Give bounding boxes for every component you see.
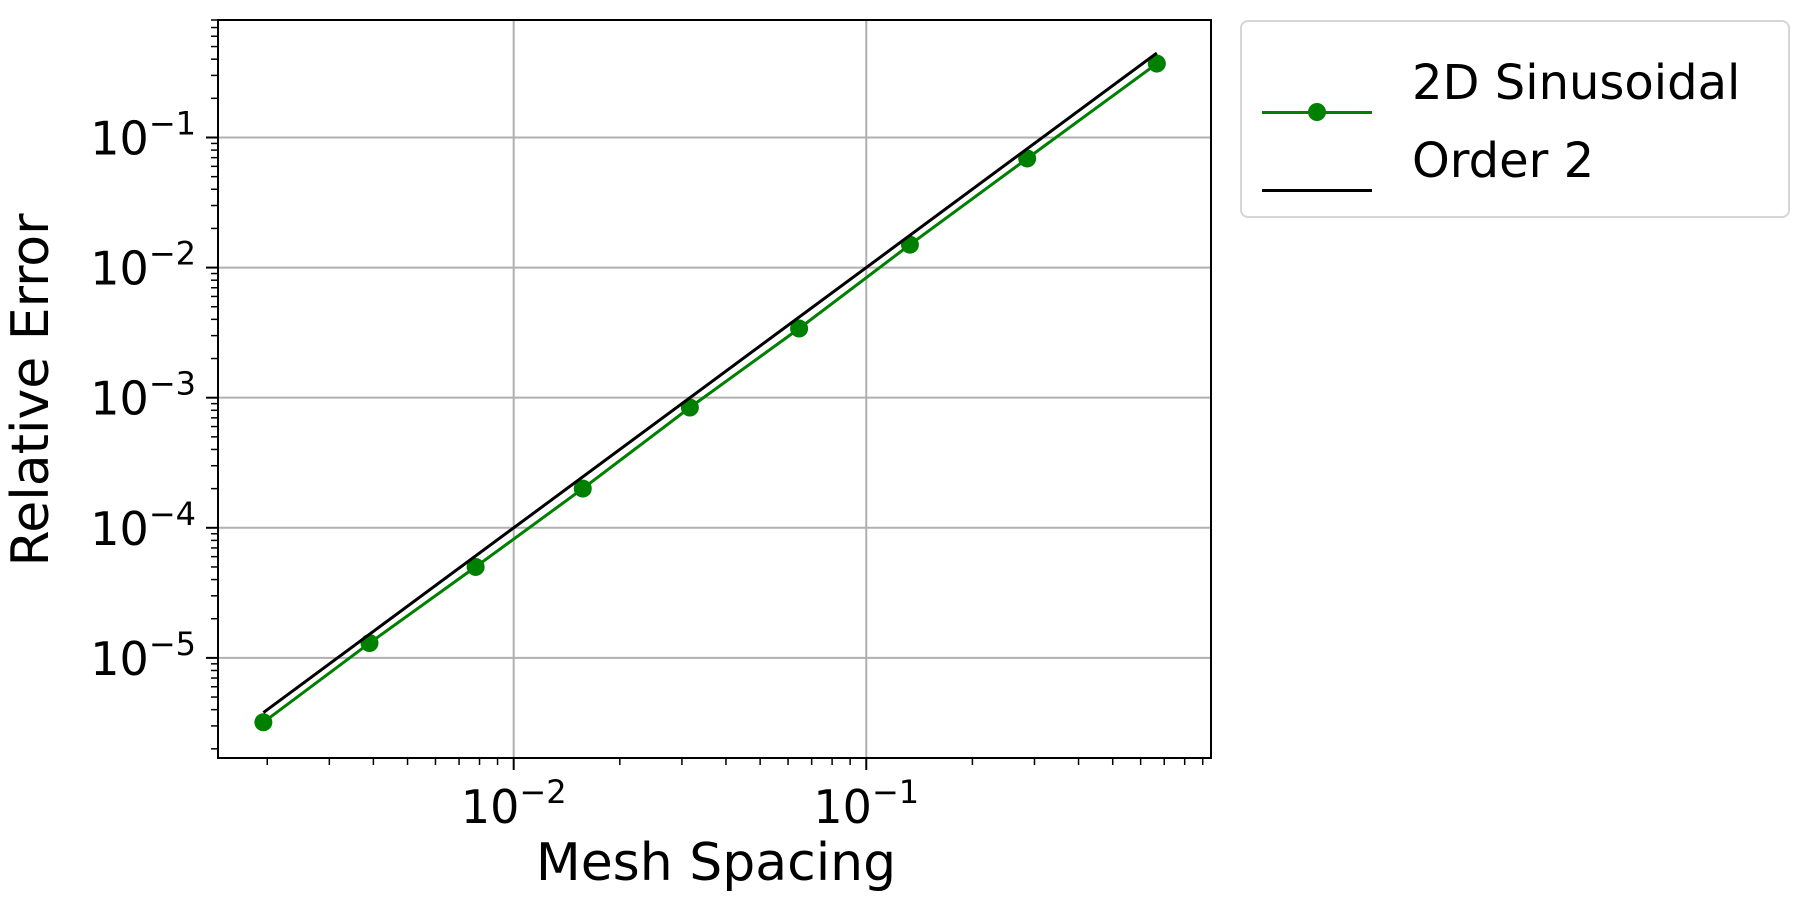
y-tick-label: 10−3 [90, 365, 196, 426]
series-line-order-2 [262, 51, 1158, 714]
plot-frame [217, 19, 1212, 759]
y-tick-label: 10−2 [90, 235, 196, 296]
legend-label-order2: Order 2 [1412, 133, 1595, 189]
series-layer [254, 51, 1166, 732]
legend-line-order2 [1262, 189, 1372, 192]
y-tick-label: 10−5 [90, 625, 196, 686]
data-point-2d-sinusoidal [254, 713, 273, 732]
major-ticks [206, 136, 868, 770]
y-axis-label: Relative Error [1, 213, 61, 567]
x-axis-label: Mesh Spacing [536, 833, 896, 893]
y-tick-labels: 10−1 10−2 10−3 10−4 10−5 [90, 104, 196, 685]
data-point-2d-sinusoidal [360, 634, 379, 653]
data-point-2d-sinusoidal [680, 398, 699, 417]
minor-ticks [211, 19, 1204, 765]
legend-entry-sinusoidal: 2D Sinusoidal [1242, 55, 1788, 142]
x-tick-label: 10−1 [813, 773, 919, 834]
data-point-2d-sinusoidal [790, 319, 809, 338]
y-tick-label: 10−4 [90, 495, 196, 556]
grid-lines [218, 20, 1211, 758]
y-tick-label: 10−1 [90, 104, 196, 165]
data-point-2d-sinusoidal [1147, 54, 1166, 73]
x-tick-label: 10−2 [461, 773, 567, 834]
data-point-2d-sinusoidal [573, 479, 592, 498]
x-tick-labels: 10−2 10−1 [461, 773, 919, 834]
legend-label-sinusoidal: 2D Sinusoidal [1412, 55, 1741, 111]
legend: 2D Sinusoidal Order 2 [1240, 20, 1790, 218]
legend-entry-order2: Order 2 [1242, 133, 1788, 220]
legend-marker-sinusoidal [1308, 103, 1326, 121]
data-point-2d-sinusoidal [466, 557, 485, 576]
